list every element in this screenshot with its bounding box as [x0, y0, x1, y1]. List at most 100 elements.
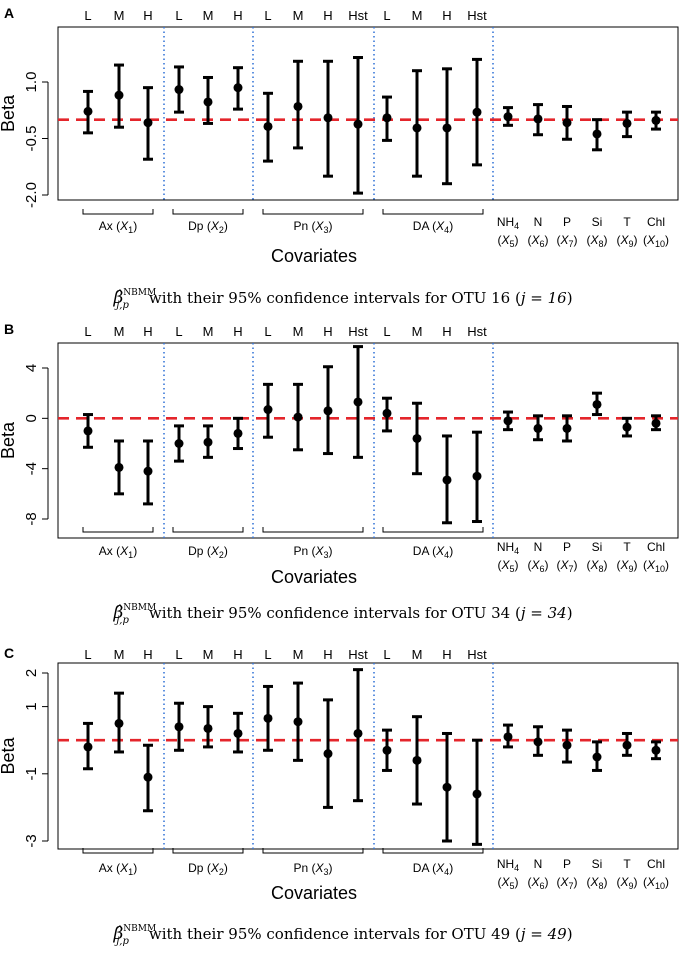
top-label: H	[323, 8, 332, 23]
plot-box	[57, 26, 679, 201]
paren: (	[497, 233, 501, 247]
plot-box	[57, 662, 679, 850]
paren: )	[329, 219, 333, 233]
point-estimate	[472, 471, 482, 481]
point-estimate	[562, 118, 572, 128]
point-estimate	[203, 723, 213, 733]
group-bracket	[382, 848, 484, 854]
point-estimate	[622, 118, 632, 128]
covariate-var: X	[646, 875, 656, 889]
covariate-sub: 5	[510, 564, 515, 574]
group-var: X	[315, 861, 325, 875]
point-estimate	[114, 718, 124, 728]
paren: )	[133, 219, 137, 233]
group-var: X	[315, 219, 325, 233]
paren: )	[665, 233, 669, 247]
group-label: Dp (X2)	[188, 219, 228, 235]
y-tick-label: -4	[23, 462, 40, 475]
point-estimate	[114, 90, 124, 100]
group-label: Pn (X3)	[293, 219, 332, 235]
paren: (	[203, 544, 210, 558]
covariate-var: X	[500, 233, 510, 247]
caption-math: j = 16	[518, 289, 567, 307]
point-estimate	[83, 426, 93, 436]
point-estimate	[174, 85, 184, 95]
point-estimate	[174, 722, 184, 732]
covariate-sub: 10	[655, 881, 665, 891]
group-sub: 2	[219, 550, 224, 560]
point-estimate	[533, 423, 543, 433]
paren: )	[133, 861, 137, 875]
covariate-name: T	[623, 540, 631, 554]
point-estimate	[353, 728, 363, 738]
point-estimate	[651, 745, 661, 755]
point-estimate	[592, 752, 602, 762]
point-estimate	[382, 745, 392, 755]
group-label: Pn (X3)	[293, 861, 332, 877]
group-bracket	[82, 527, 154, 533]
paren: (	[616, 558, 620, 572]
covariate-name: Si	[592, 857, 603, 871]
paren: (	[429, 861, 436, 875]
paren: (	[203, 219, 210, 233]
paren: )	[604, 233, 608, 247]
covariate-var: X	[619, 558, 629, 572]
paren: (	[556, 558, 560, 572]
point-estimate	[592, 129, 602, 139]
covariate-var: X	[619, 875, 629, 889]
caption-symbol: β̂	[112, 924, 123, 944]
group-sub: 3	[324, 225, 329, 235]
paren: (	[527, 558, 531, 572]
x-axis-label: Covariates	[271, 883, 357, 903]
paren: (	[586, 875, 590, 889]
paren: )	[224, 544, 228, 558]
point-estimate	[323, 406, 333, 416]
single-label-name: N	[534, 540, 543, 554]
panel-letter: C	[4, 645, 14, 661]
covariate-var: X	[500, 875, 510, 889]
y-tick-label: -8	[23, 512, 40, 525]
covariate-name: Chl	[647, 215, 665, 229]
point-estimate	[382, 113, 392, 123]
group-bracket	[82, 209, 154, 215]
y-tick-label: -0.5	[23, 126, 40, 152]
point-estimate	[382, 408, 392, 418]
group-sub: 1	[128, 550, 133, 560]
paren: (	[527, 233, 531, 247]
group-sub: 4	[444, 225, 449, 235]
top-label: H	[143, 324, 152, 339]
group-label: Ax (X1)	[99, 544, 137, 560]
group-label: DA (X4)	[413, 219, 453, 235]
paren: (	[527, 875, 531, 889]
single-label-var: (X5)	[497, 233, 518, 249]
point-estimate	[442, 475, 452, 485]
point-estimate	[503, 112, 513, 122]
group-var: X	[210, 544, 220, 558]
top-label: Hst	[467, 8, 487, 23]
panel-letter: A	[4, 5, 14, 21]
point-estimate	[233, 728, 243, 738]
paren: )	[634, 233, 638, 247]
paren: )	[133, 544, 137, 558]
point-estimate	[353, 397, 363, 407]
top-label: M	[114, 8, 125, 23]
point-estimate	[592, 399, 602, 409]
covariate-var: X	[559, 558, 569, 572]
group-var: X	[435, 861, 445, 875]
covariate-name: P	[563, 540, 571, 554]
top-label: H	[442, 647, 451, 662]
caption-text: with their 95% confidence intervals for …	[149, 604, 521, 622]
top-label: M	[293, 8, 304, 23]
covariate-name-sub: 4	[514, 221, 519, 231]
paren: (	[203, 861, 210, 875]
top-label: H	[323, 647, 332, 662]
covariate-sub: 5	[510, 881, 515, 891]
covariate-name-sub: 4	[514, 546, 519, 556]
group-name: DA	[413, 219, 430, 233]
point-estimate	[233, 428, 243, 438]
caption-subscript: j,p	[114, 615, 129, 626]
covariate-var: X	[589, 875, 599, 889]
single-label-name: Chl	[647, 215, 665, 229]
